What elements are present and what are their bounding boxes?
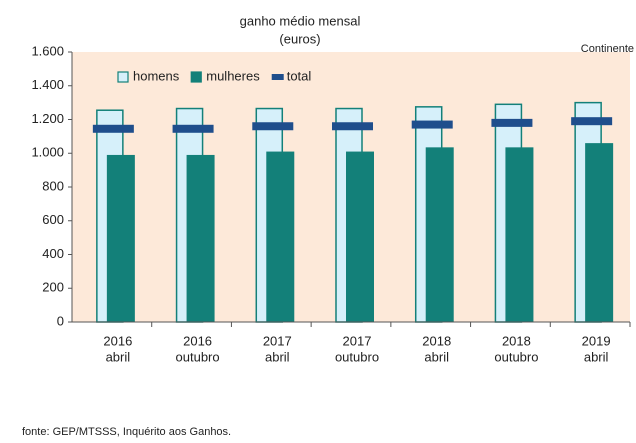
bar-mulheres bbox=[186, 154, 215, 322]
source: fonte: GEP/MTSSS, Inquérito aos Ganhos. bbox=[22, 426, 231, 438]
x-tick-label: 2019 bbox=[582, 333, 611, 348]
y-tick-label: 1.200 bbox=[31, 111, 64, 126]
bar-mulheres bbox=[585, 143, 614, 322]
bar-mulheres bbox=[346, 151, 374, 322]
marker-total bbox=[411, 120, 453, 129]
x-tick-label: outubro bbox=[494, 349, 538, 364]
marker-total bbox=[92, 124, 134, 133]
legend-swatch-homens bbox=[117, 71, 129, 83]
marker-total bbox=[491, 118, 533, 127]
y-tick-label: 1.400 bbox=[31, 77, 64, 92]
legend-label: mulheres bbox=[206, 68, 260, 83]
x-tick-label: 2016 bbox=[183, 333, 212, 348]
marker-total bbox=[332, 122, 373, 131]
x-tick-label: outubro bbox=[335, 349, 379, 364]
bar-mulheres bbox=[505, 147, 534, 322]
legend-label: total bbox=[287, 68, 312, 83]
chart-subtitle: (euros) bbox=[279, 31, 320, 46]
y-tick-label: 1.600 bbox=[31, 43, 64, 58]
x-tick-label: abril bbox=[265, 349, 290, 364]
y-tick-label: 200 bbox=[42, 280, 64, 295]
marker-total bbox=[571, 117, 613, 126]
chart-title: ganho médio mensal bbox=[240, 13, 361, 28]
legend-label: homens bbox=[133, 68, 180, 83]
x-tick-label: 2016 bbox=[103, 333, 132, 348]
bar-mulheres bbox=[106, 154, 135, 322]
x-tick-label: 2018 bbox=[422, 333, 451, 348]
x-tick-label: abril bbox=[424, 349, 449, 364]
bar-mulheres bbox=[266, 151, 295, 322]
x-tick-label: outubro bbox=[176, 349, 220, 364]
legend-swatch-mulheres bbox=[190, 71, 202, 83]
annotation: Continente bbox=[581, 43, 634, 55]
x-tick-label: 2018 bbox=[502, 333, 531, 348]
marker-total bbox=[252, 122, 294, 131]
y-tick-label: 600 bbox=[42, 212, 64, 227]
y-tick-label: 800 bbox=[42, 178, 64, 193]
marker-total bbox=[172, 124, 214, 133]
y-tick-label: 0 bbox=[57, 313, 64, 328]
legend-swatch-total bbox=[271, 74, 284, 80]
x-tick-label: 2017 bbox=[263, 333, 292, 348]
y-tick-label: 1.000 bbox=[31, 145, 64, 160]
y-tick-label: 400 bbox=[42, 246, 64, 261]
x-tick-label: abril bbox=[106, 349, 131, 364]
x-tick-label: abril bbox=[584, 349, 609, 364]
x-tick-label: 2017 bbox=[343, 333, 372, 348]
bar-mulheres bbox=[425, 147, 454, 322]
